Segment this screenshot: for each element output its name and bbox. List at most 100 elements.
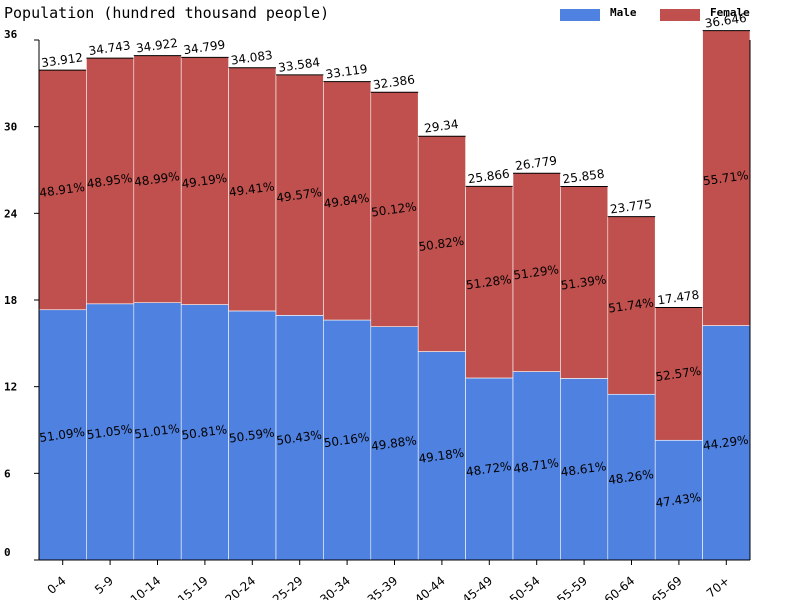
y-tick-label: 12 (4, 381, 17, 394)
label-total: 34.083 (230, 48, 274, 68)
x-tick-label: 20-24 (223, 574, 259, 600)
label-female-percent: 48.99% (133, 169, 180, 189)
x-tick-label: 30-34 (317, 574, 353, 600)
bars: 48.91%51.09%33.91248.95%51.05%34.74348.9… (39, 11, 751, 561)
bar-female (702, 30, 751, 326)
bar-female (86, 57, 135, 305)
bar-female (370, 91, 419, 327)
legend-swatch-female (660, 9, 700, 21)
label-female-percent: 52.57% (655, 364, 702, 384)
legend-label-female: Female (710, 6, 750, 19)
label-male-percent: 48.26% (607, 467, 654, 487)
label-female-percent: 51.39% (560, 272, 607, 292)
bar-group-60-64: 51.74% 48.26% 23.775 (607, 197, 656, 561)
bar-female (275, 74, 324, 316)
bar-group-65-69: 52.57% 47.43% 17.478 (655, 288, 703, 561)
y-tick-label: 36 (4, 28, 18, 41)
label-total: 33.584 (277, 55, 321, 75)
bar-male (323, 319, 372, 561)
label-total: 34.743 (88, 38, 132, 58)
x-tick-label: 55-59 (554, 574, 590, 600)
label-total: 25.858 (562, 167, 606, 187)
label-total: 34.922 (135, 36, 179, 56)
bar-group-50-54: 51.29% 48.71% 26.779 (512, 153, 561, 561)
x-tick-label: 45-49 (460, 574, 496, 600)
label-male-percent: 50.59% (228, 425, 275, 445)
x-tick-label: 35-39 (365, 574, 401, 600)
label-male-percent: 44.29% (702, 433, 749, 453)
legend: Male Female (560, 6, 750, 21)
bar-group-0-4: 48.91% 51.09% 33.912 (39, 50, 87, 561)
bar-group-40-44: 50.82% 49.18% 29.34 (417, 117, 466, 561)
bar-male (370, 326, 419, 561)
label-male-percent: 48.61% (560, 459, 607, 479)
label-female-percent: 48.91% (39, 180, 86, 200)
y-tick-label: 24 (4, 207, 18, 220)
bar-female (417, 135, 466, 352)
bar-group-15-19: 49.19% 50.81% 34.799 (180, 38, 229, 561)
x-tick-label: 70+ (704, 574, 732, 600)
label-male-percent: 49.18% (418, 446, 465, 466)
label-male-percent: 50.81% (181, 422, 228, 442)
label-male-percent: 51.09% (39, 425, 86, 445)
label-female-percent: 49.19% (181, 171, 228, 191)
bar-female (180, 57, 229, 305)
y-tick-label: 18 (4, 294, 17, 307)
bar-male (275, 315, 324, 561)
bar-group-30-34: 49.84% 50.16% 33.119 (323, 62, 372, 561)
bar-female (133, 55, 182, 303)
bar-male (607, 393, 656, 561)
y-axis: 0 6 12 18 24 30 36 (4, 28, 39, 561)
label-female-percent: 55.71% (702, 168, 749, 188)
bar-male (417, 351, 466, 561)
legend-swatch-male (560, 9, 600, 21)
label-female-percent: 49.41% (228, 179, 275, 199)
label-total: 29.34 (423, 117, 459, 136)
bar-male (228, 310, 277, 561)
bar-female (512, 172, 561, 372)
label-female-percent: 50.82% (418, 234, 465, 254)
label-total: 23.775 (609, 197, 653, 217)
x-tick-label: 65-69 (649, 574, 685, 600)
bar-group-55-59: 51.39% 48.61% 25.858 (560, 167, 609, 561)
label-total: 34.799 (183, 38, 227, 58)
y-tick-label: 6 (4, 467, 11, 480)
x-tick-label: 0-4 (45, 574, 69, 597)
label-male-percent: 51.05% (86, 422, 133, 442)
x-tick-label: 50-54 (507, 574, 543, 600)
label-total: 17.478 (657, 288, 701, 308)
x-tick-label: 15-19 (175, 574, 211, 600)
x-tick-label: 5-9 (92, 574, 116, 597)
label-male-percent: 48.72% (465, 459, 512, 479)
label-total: 36.646 (704, 11, 748, 31)
label-female-percent: 51.28% (465, 272, 512, 292)
label-total: 32.386 (372, 72, 416, 92)
label-female-percent: 51.74% (607, 295, 654, 315)
bar-group-25-29: 49.57% 50.43% 33.584 (275, 55, 324, 561)
y-tick-label: 30 (4, 121, 17, 134)
y-tick-label: 0 (4, 546, 11, 559)
label-male-percent: 51.01% (133, 421, 180, 441)
bar-group-35-39: 50.12% 49.88% 32.386 (370, 72, 419, 561)
bar-male (465, 377, 514, 561)
label-male-percent: 48.71% (513, 456, 560, 476)
label-female-percent: 51.29% (513, 262, 560, 282)
label-male-percent: 50.16% (323, 430, 370, 450)
label-total: 25.866 (467, 167, 511, 187)
label-total: 33.119 (325, 62, 369, 82)
bar-group-20-24: 49.41% 50.59% 34.083 (228, 48, 277, 561)
label-male-percent: 47.43% (655, 490, 702, 510)
bar-group-45-49: 51.28% 48.72% 25.866 (465, 167, 514, 561)
label-total: 33.912 (40, 50, 84, 70)
x-tick-label: 25-29 (270, 574, 306, 600)
bar-female (228, 67, 277, 312)
bar-female (560, 186, 609, 379)
label-male-percent: 49.88% (370, 433, 417, 453)
label-female-percent: 50.12% (370, 199, 417, 219)
label-female-percent: 49.57% (276, 185, 323, 205)
bar-male (560, 378, 609, 561)
x-tick-label: 10-14 (128, 574, 164, 600)
bar-group-70+: 55.71% 44.29% 36.646 (702, 11, 751, 561)
label-female-percent: 49.84% (323, 191, 370, 211)
